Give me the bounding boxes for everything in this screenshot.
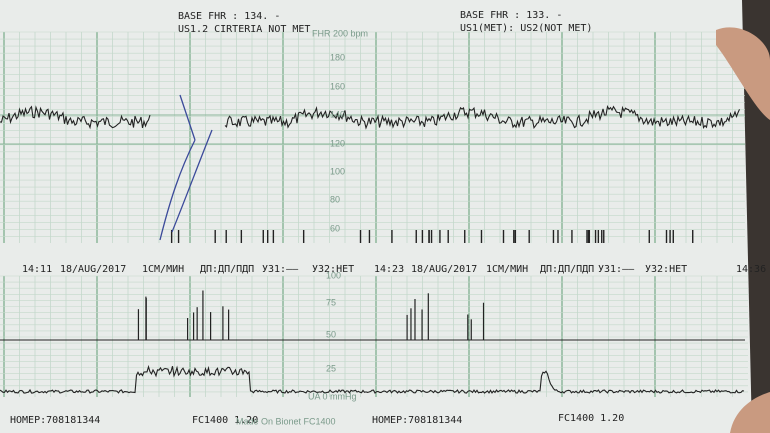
footer-text: FC1400 1.20: [192, 415, 258, 426]
strip-text: УЗ2:НЕТ: [312, 264, 354, 275]
ua-axis-label: 25: [326, 363, 336, 373]
strip-text: УЗ1:——: [262, 264, 299, 275]
finger: [730, 392, 770, 433]
strip-text: УЗ2:НЕТ: [645, 264, 687, 275]
ua-axis-label: 75: [326, 297, 336, 307]
footer-text: Made On Bionet FC1400: [236, 416, 336, 426]
strip-text: 1CM/МИН: [486, 264, 528, 275]
strip-text: 18/AUG/2017: [60, 264, 126, 275]
ua-axis-label: UA 0 mmHg: [308, 391, 357, 401]
strip-text: 18/AUG/2017: [411, 264, 477, 275]
traces: [0, 94, 745, 394]
fhr-axis-label: 180: [330, 52, 345, 62]
fhr-axis-label: 120: [330, 138, 345, 148]
header-text: US1(MET): US2(NOT MET): [460, 23, 592, 34]
fhr-axis-label: 100: [330, 166, 345, 176]
grid: [0, 31, 748, 397]
strip-text: 1CM/МИН: [142, 264, 184, 275]
strip-text: 14:36: [736, 264, 766, 275]
ua-axis-label: 50: [326, 329, 336, 339]
handwriting: [159, 94, 213, 241]
axis-labels: FHR 200 bpm 180 160 140 120 100 80 60 100 75 50 25 U…: [308, 28, 368, 401]
header-text: BASE FHR : 134. -: [178, 11, 280, 22]
footer-text: НОМЕР:708181344: [10, 415, 100, 426]
strip-text: УЗ1:——: [598, 264, 635, 275]
strip-text: 14:11: [22, 264, 52, 275]
ua-axis-label: 100: [326, 270, 341, 280]
fhr-axis-label: 60: [330, 223, 340, 233]
strip-text: ДП:ДП/ПДП: [200, 264, 254, 275]
fhr-axis-label: 140: [330, 109, 345, 119]
footer-text: НОМЕР:708181344: [372, 415, 462, 426]
header-text: BASE FHR : 133. -: [460, 10, 562, 21]
fhr-axis-label: 80: [330, 194, 340, 204]
ua-trace: [0, 364, 745, 394]
fhr-axis-label: FHR 200 bpm: [312, 28, 368, 38]
fhr-trace: [0, 105, 741, 130]
footer-text: FC1400 1.20: [558, 413, 624, 424]
finger: [716, 27, 770, 121]
fhr-axis-label: 160: [330, 81, 345, 91]
strip-text: 14:23: [374, 264, 404, 275]
header-text: US1.2 CIRTERIA NOT MET: [178, 24, 310, 35]
strip-text: ДП:ДП/ПДП: [540, 264, 594, 275]
